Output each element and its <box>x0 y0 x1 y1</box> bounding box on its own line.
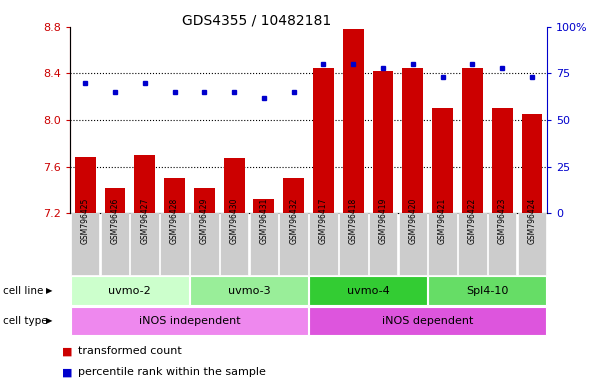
Text: GSM796418: GSM796418 <box>349 198 357 244</box>
Bar <box>164 178 185 213</box>
Bar <box>403 68 423 213</box>
Bar <box>373 71 393 213</box>
Text: GSM796428: GSM796428 <box>170 198 179 244</box>
Text: ■: ■ <box>62 367 73 377</box>
Text: GSM796417: GSM796417 <box>319 197 328 244</box>
Bar <box>284 178 304 213</box>
Text: ▶: ▶ <box>46 286 52 295</box>
Bar <box>492 108 513 213</box>
Text: percentile rank within the sample: percentile rank within the sample <box>78 367 266 377</box>
Text: uvmo-3: uvmo-3 <box>228 286 270 296</box>
Text: GSM796424: GSM796424 <box>527 197 536 244</box>
Text: GSM796420: GSM796420 <box>408 197 417 244</box>
Bar <box>75 157 95 213</box>
Bar <box>104 187 125 213</box>
Bar <box>254 199 274 213</box>
Text: GDS4355 / 10482181: GDS4355 / 10482181 <box>182 13 331 27</box>
Text: ■: ■ <box>62 346 73 356</box>
Text: GSM796427: GSM796427 <box>141 197 149 244</box>
Bar <box>313 68 334 213</box>
Bar <box>522 114 543 213</box>
Text: GSM796422: GSM796422 <box>468 198 477 244</box>
Text: GSM796429: GSM796429 <box>200 197 209 244</box>
Text: transformed count: transformed count <box>78 346 182 356</box>
Text: GSM796421: GSM796421 <box>438 198 447 244</box>
Bar <box>462 68 483 213</box>
Bar <box>134 155 155 213</box>
Bar <box>343 29 364 213</box>
Text: iNOS independent: iNOS independent <box>139 316 240 326</box>
Text: iNOS dependent: iNOS dependent <box>382 316 474 326</box>
Bar <box>432 108 453 213</box>
Text: GSM796425: GSM796425 <box>81 197 90 244</box>
Text: GSM796419: GSM796419 <box>379 197 387 244</box>
Text: cell type: cell type <box>3 316 48 326</box>
Bar <box>224 159 244 213</box>
Text: GSM796432: GSM796432 <box>289 197 298 244</box>
Text: GSM796430: GSM796430 <box>230 197 238 244</box>
Text: Spl4-10: Spl4-10 <box>466 286 508 296</box>
Text: ▶: ▶ <box>46 316 52 325</box>
Text: GSM796426: GSM796426 <box>111 197 119 244</box>
Text: GSM796431: GSM796431 <box>260 197 268 244</box>
Text: uvmo-2: uvmo-2 <box>109 286 151 296</box>
Bar <box>194 187 214 213</box>
Text: cell line: cell line <box>3 286 43 296</box>
Text: uvmo-4: uvmo-4 <box>347 286 389 296</box>
Text: GSM796423: GSM796423 <box>498 197 507 244</box>
